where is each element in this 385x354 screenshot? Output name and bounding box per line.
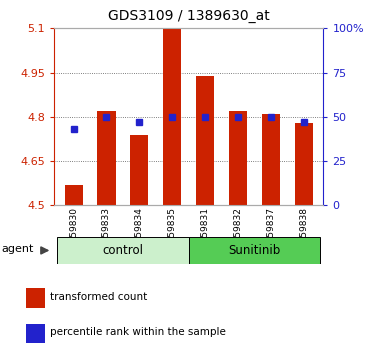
- Bar: [26, 288, 45, 308]
- Text: control: control: [102, 244, 144, 257]
- Text: agent: agent: [1, 244, 33, 254]
- Bar: [196, 75, 214, 205]
- Text: percentile rank within the sample: percentile rank within the sample: [50, 327, 226, 337]
- Bar: [229, 111, 247, 205]
- Bar: [262, 114, 280, 205]
- Bar: [189, 237, 320, 264]
- Bar: [295, 123, 313, 205]
- Bar: [130, 135, 148, 205]
- Text: transformed count: transformed count: [50, 292, 148, 302]
- Bar: [26, 324, 45, 343]
- Bar: [163, 29, 181, 205]
- Bar: [97, 111, 116, 205]
- Text: GDS3109 / 1389630_at: GDS3109 / 1389630_at: [108, 9, 270, 23]
- Text: Sunitinib: Sunitinib: [228, 244, 281, 257]
- Bar: [65, 185, 83, 205]
- Bar: [57, 237, 189, 264]
